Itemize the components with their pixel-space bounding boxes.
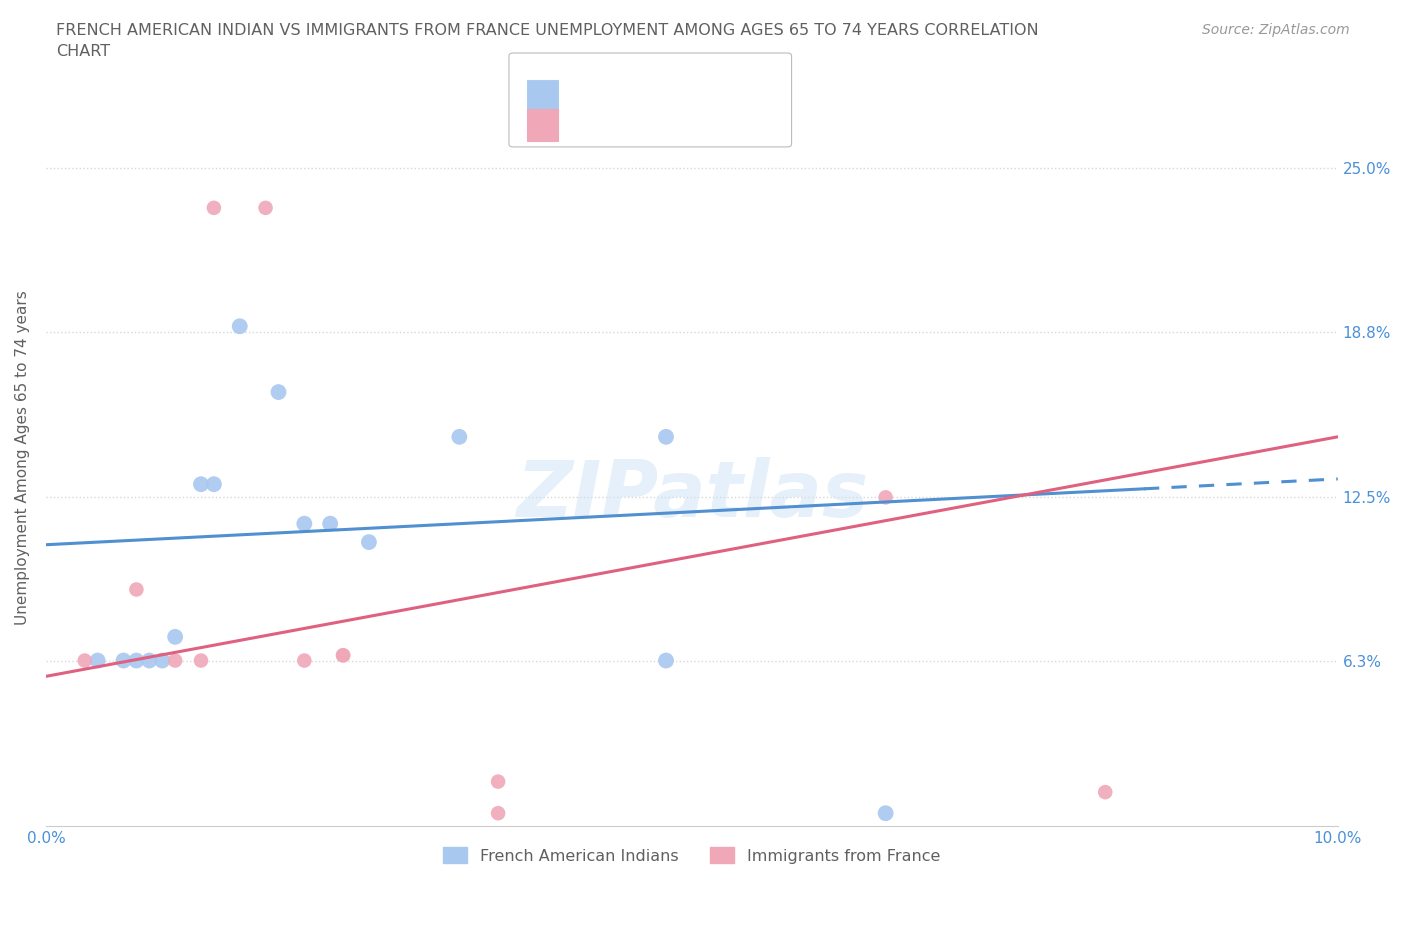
Text: ZIPatlas: ZIPatlas [516, 457, 868, 533]
Point [319, 516, 342, 531]
Text: 13: 13 [681, 107, 703, 122]
Point [332, 648, 354, 663]
Text: FRENCH AMERICAN INDIAN VS IMMIGRANTS FROM FRANCE UNEMPLOYMENT AMONG AGES 65 TO 7: FRENCH AMERICAN INDIAN VS IMMIGRANTS FRO… [56, 23, 1039, 60]
Point [1094, 785, 1116, 800]
Point [190, 477, 212, 492]
Point [655, 653, 678, 668]
Point [292, 653, 315, 668]
Point [165, 653, 187, 668]
Point [86, 653, 108, 668]
Point [875, 490, 897, 505]
Text: R =: R = [564, 77, 599, 92]
Point [73, 653, 96, 668]
Text: 0.099: 0.099 [603, 77, 654, 92]
Text: Source: ZipAtlas.com: Source: ZipAtlas.com [1202, 23, 1350, 37]
Point [125, 582, 148, 597]
Point [655, 430, 678, 445]
Y-axis label: Unemployment Among Ages 65 to 74 years: Unemployment Among Ages 65 to 74 years [15, 290, 30, 625]
Point [202, 477, 225, 492]
Point [486, 774, 509, 789]
Point [267, 385, 290, 400]
Point [357, 535, 380, 550]
Point [202, 200, 225, 215]
Point [292, 516, 315, 531]
Point [332, 648, 354, 663]
Text: R =: R = [564, 107, 599, 122]
Point [112, 653, 135, 668]
Text: N =: N = [648, 107, 695, 122]
Point [229, 319, 252, 334]
Point [138, 653, 160, 668]
Text: N =: N = [648, 77, 695, 92]
Point [254, 200, 277, 215]
Point [165, 630, 187, 644]
Point [875, 805, 897, 820]
Point [125, 653, 148, 668]
Legend: French American Indians, Immigrants from France: French American Indians, Immigrants from… [437, 841, 948, 870]
Point [150, 653, 173, 668]
Point [449, 430, 471, 445]
Point [190, 653, 212, 668]
Point [486, 805, 509, 820]
Text: 0.217: 0.217 [603, 107, 654, 122]
Text: 17: 17 [681, 77, 703, 92]
